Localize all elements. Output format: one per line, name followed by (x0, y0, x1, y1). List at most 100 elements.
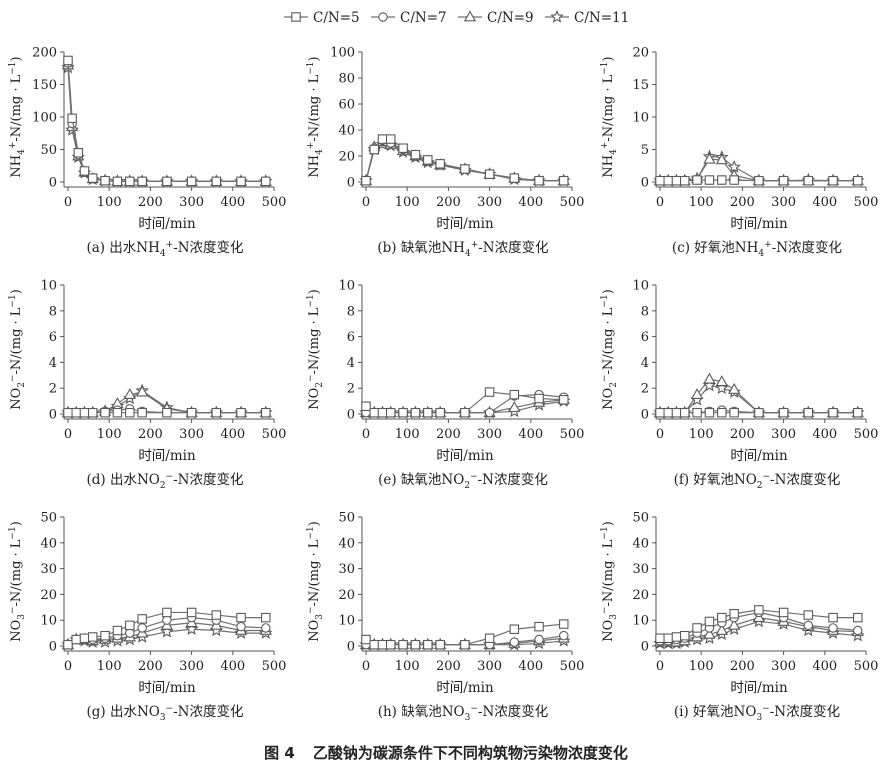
data-point (369, 144, 379, 155)
data-point (460, 639, 470, 650)
data-point (828, 623, 838, 633)
y-tick-label: 100 (330, 46, 355, 61)
data-point (663, 407, 673, 418)
x-tick-label: 200 (730, 195, 755, 210)
y-tick-label: 30 (40, 562, 57, 577)
data-point (100, 630, 110, 641)
x-tick-label: 300 (771, 427, 796, 442)
data-point (671, 407, 682, 418)
y-tick-label: 6 (641, 330, 649, 345)
data-point (435, 159, 445, 169)
data-point (559, 619, 569, 629)
data-point (410, 639, 421, 650)
data-point (186, 176, 197, 187)
x-tick-label: 100 (689, 195, 714, 210)
legend-marker (291, 12, 301, 22)
data-point (137, 407, 147, 418)
data-point (435, 407, 445, 418)
y-tick-label: 2 (641, 382, 649, 397)
x-axis-label: 时间/min (436, 448, 494, 464)
data-point (162, 615, 172, 625)
y-tick-label: 20 (632, 588, 649, 603)
data-point (663, 633, 673, 644)
y-tick-label: 8 (641, 304, 649, 319)
legend-item-3: C/N=9 (458, 10, 534, 26)
x-tick-label: 0 (656, 427, 664, 442)
y-tick-label: 0 (49, 176, 57, 191)
x-tick-label: 300 (477, 427, 502, 442)
data-point (79, 633, 90, 644)
data-point (778, 607, 789, 618)
panel-caption: (h) 缺氧池NO3−-N浓度变化 (378, 704, 549, 723)
y-axis-label: NO3−-N/(mg · L−1) (600, 521, 619, 642)
data-point (534, 634, 544, 645)
legend-marker (378, 12, 388, 22)
y-tick-label: 8 (49, 304, 57, 319)
x-tick-label: 200 (436, 659, 461, 674)
data-point (261, 407, 271, 418)
y-tick-label: 40 (632, 536, 649, 551)
data-point (559, 395, 569, 405)
data-point (377, 639, 388, 650)
series-C/N=5 (63, 55, 271, 187)
y-axis-label: NH4+-N/(mg · L−1) (600, 56, 619, 177)
x-tick-label: 100 (97, 195, 122, 210)
data-point (87, 407, 98, 418)
data-point (853, 625, 863, 636)
y-tick-label: 10 (632, 111, 649, 126)
data-point (71, 634, 81, 645)
data-point (703, 627, 716, 639)
data-point (484, 407, 495, 418)
legend-marker (550, 9, 564, 23)
x-tick-label: 100 (395, 659, 420, 674)
data-point (184, 622, 199, 635)
y-axis-label: NH4+-N/(mg · L−1) (306, 56, 325, 177)
y-tick-label: 0 (347, 408, 355, 423)
legend-item-4: C/N=11 (545, 9, 629, 26)
y-axis-label: NO3−-N/(mg · L−1) (306, 521, 325, 642)
x-axis-label: 时间/min (436, 216, 494, 232)
x-tick-label: 0 (64, 195, 72, 210)
x-tick-label: 0 (656, 195, 664, 210)
panel-a: 0 50 100 150 200 0 100 200 300 400 500 时间/min NH4+-N… (8, 46, 286, 260)
x-tick-label: 0 (362, 427, 370, 442)
x-tick-label: 200 (730, 659, 755, 674)
y-tick-label: 10 (338, 279, 355, 294)
data-point (236, 621, 246, 632)
x-tick-label: 100 (689, 659, 714, 674)
series-line (67, 67, 266, 182)
data-point (435, 639, 445, 650)
data-point (125, 620, 135, 631)
panel-b: 0 20 40 60 80 100 0 100 200 300 400 500 时间/min NH4+-N… (306, 46, 584, 260)
x-tick-label: 400 (220, 195, 245, 210)
data-point (754, 605, 764, 615)
y-axis-label: NH4+-N/(mg · L−1) (8, 56, 27, 177)
x-tick-label: 200 (138, 195, 163, 210)
data-point (484, 387, 495, 397)
data-point (671, 632, 682, 642)
data-point (717, 407, 727, 418)
x-tick-label: 100 (395, 195, 420, 210)
x-tick-label: 0 (64, 427, 72, 442)
legend-label: C/N=9 (487, 10, 534, 26)
data-point (361, 634, 371, 645)
data-point (137, 614, 147, 624)
data-point (679, 407, 690, 418)
data-point (853, 175, 863, 186)
data-point (690, 388, 704, 400)
data-point (729, 175, 739, 185)
data-point (484, 169, 495, 179)
series-C/N=11 (61, 60, 273, 188)
data-point (125, 176, 135, 187)
x-tick-label: 0 (656, 659, 664, 674)
x-tick-label: 300 (477, 659, 502, 674)
data-point (509, 173, 520, 183)
x-axis-label: 时间/min (138, 448, 196, 464)
y-tick-label: 10 (632, 279, 649, 294)
y-tick-label: 0 (641, 640, 649, 655)
data-point (559, 630, 569, 641)
data-point (71, 407, 81, 418)
data-point (385, 134, 396, 144)
data-point (398, 143, 408, 153)
x-tick-label: 200 (138, 659, 163, 674)
